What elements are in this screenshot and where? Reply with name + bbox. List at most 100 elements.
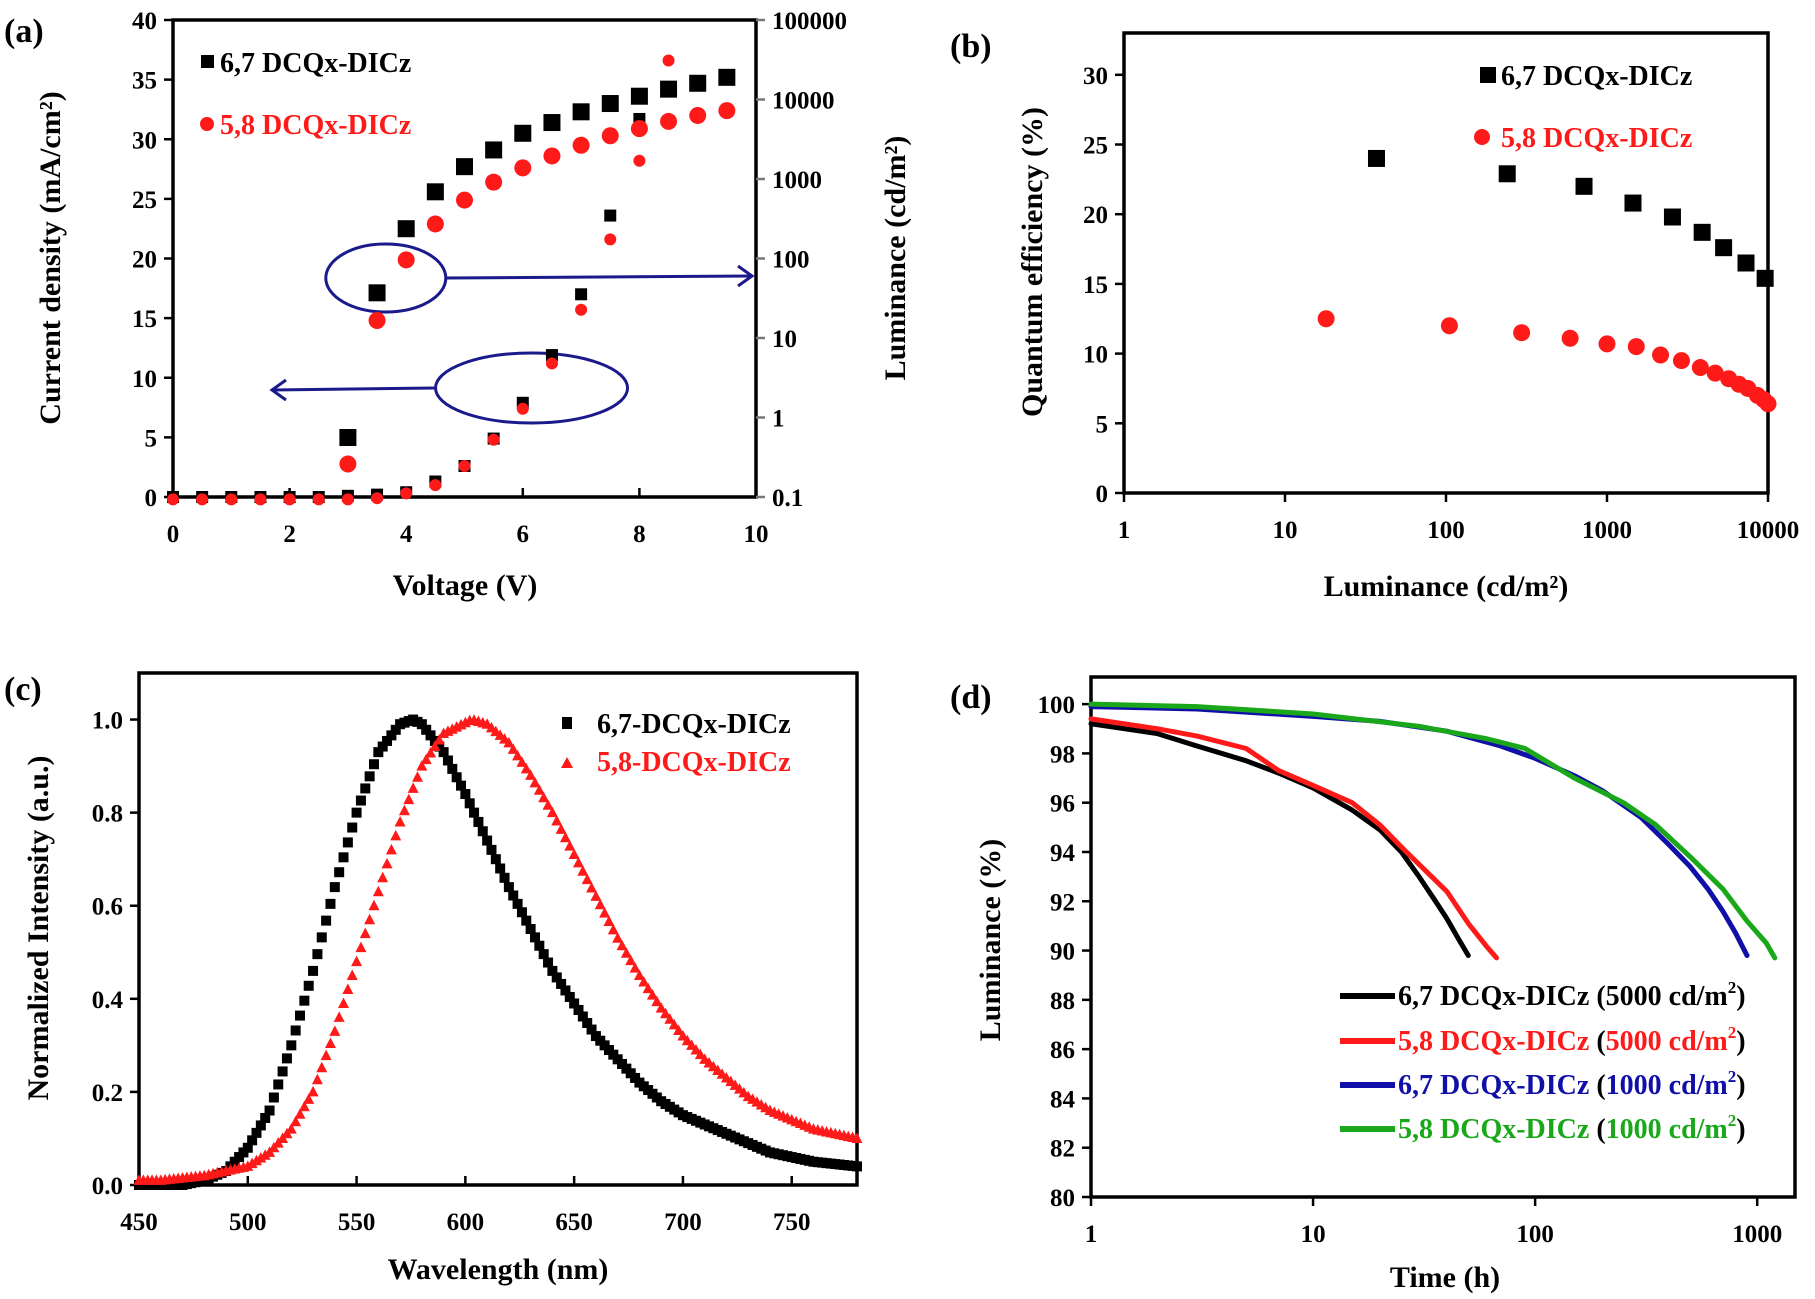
x-tick-label: 100 — [1427, 517, 1465, 544]
data-point — [355, 795, 366, 806]
data-point — [620, 947, 632, 958]
y-tick-label: 0.8 — [92, 801, 123, 828]
y-right-tick-label: 100 — [772, 247, 810, 274]
data-point — [260, 1112, 271, 1123]
panel-b-label: (b) — [950, 28, 992, 65]
legend-value: 5000 cd/m — [1606, 1026, 1728, 1057]
data-point — [420, 753, 432, 765]
data-point — [495, 863, 506, 874]
data-point — [546, 806, 558, 818]
arrow-head-right-icon — [737, 264, 755, 288]
x-tick-label: 600 — [447, 1209, 485, 1236]
panel-c-xlabel: Wavelength (nm) — [388, 1253, 609, 1286]
data-point — [1575, 177, 1593, 195]
data-point — [601, 95, 619, 113]
data-point — [283, 493, 296, 506]
data-point — [456, 780, 467, 791]
data-point — [662, 54, 675, 67]
y-tick-label: 20 — [1083, 202, 1108, 229]
data-point — [242, 1160, 254, 1171]
data-point — [308, 965, 319, 976]
data-point — [364, 913, 376, 925]
data-point — [264, 1105, 275, 1116]
data-point — [426, 183, 444, 201]
data-point — [577, 865, 589, 876]
data-point — [668, 1018, 680, 1030]
data-point — [320, 1049, 332, 1061]
data-point — [651, 995, 663, 1007]
data-point — [486, 844, 497, 855]
panel-b-ylabel: Quantum efficiency (%) — [1016, 107, 1049, 417]
panel-a-ylabel: Current density (mA/cm²) — [34, 91, 67, 424]
series-line-red — [1088, 716, 1499, 961]
data-point — [503, 882, 514, 893]
data-point — [564, 840, 576, 851]
data-point — [1498, 165, 1516, 183]
y-tick-label: 92 — [1050, 889, 1075, 916]
data-point — [629, 962, 641, 973]
legend-sup: 2 — [1728, 1023, 1737, 1042]
data-point — [346, 969, 358, 981]
data-point — [660, 112, 678, 130]
data-point — [456, 158, 473, 176]
y-tick-label: 25 — [1083, 133, 1108, 160]
panel-b-frame — [1122, 31, 1770, 495]
data-point — [543, 114, 561, 132]
data-point — [568, 848, 580, 860]
data-point — [294, 1108, 306, 1119]
legend-name: 6,7 DCQx-DICz — [1398, 1070, 1589, 1101]
legend-name: 5,8 DCQx-DICz — [1398, 1026, 1589, 1057]
data-point — [1715, 239, 1733, 257]
data-point — [246, 1157, 258, 1169]
data-point — [242, 1142, 253, 1153]
data-point — [573, 856, 585, 868]
data-point — [851, 1132, 863, 1143]
data-point — [312, 949, 323, 960]
legend-paren: ( — [1589, 1026, 1605, 1057]
data-point — [673, 1024, 685, 1035]
data-point — [426, 215, 444, 233]
data-point — [1652, 346, 1670, 364]
data-point — [312, 493, 325, 506]
legend-label-6-7: 6,7 DCQx-DICz — [220, 48, 411, 79]
data-point — [397, 251, 415, 269]
y-tick-label: 15 — [1083, 272, 1108, 299]
y-tick-label: 25 — [132, 187, 157, 214]
data-point — [642, 982, 654, 994]
y-tick-label: 88 — [1050, 988, 1075, 1015]
data-point — [259, 1149, 271, 1160]
series-line-green — [1088, 701, 1778, 961]
data-point — [250, 1154, 262, 1166]
data-point — [338, 852, 349, 863]
data-point — [299, 995, 310, 1006]
data-point — [477, 826, 488, 837]
data-point — [575, 288, 588, 301]
y-tick-label: 20 — [132, 247, 157, 274]
data-point — [359, 927, 371, 939]
data-point — [251, 1127, 262, 1138]
data-point — [560, 985, 571, 996]
y-tick-label: 0 — [1096, 481, 1109, 508]
y-right-tick-label: 1000 — [772, 167, 822, 194]
data-point — [286, 1040, 297, 1051]
data-point — [397, 220, 415, 238]
y-tick-label: 5 — [145, 425, 158, 452]
data-point — [572, 136, 590, 154]
data-point — [630, 120, 648, 138]
data-point — [1672, 352, 1690, 370]
data-point — [364, 771, 375, 782]
data-point — [573, 1004, 584, 1015]
y-tick-label: 0.0 — [92, 1173, 123, 1200]
data-point — [342, 983, 354, 995]
data-point — [196, 493, 209, 506]
data-point — [612, 932, 624, 943]
x-tick-label: 1 — [1118, 517, 1131, 544]
data-point — [1663, 208, 1681, 226]
data-point — [482, 835, 493, 846]
data-point — [372, 885, 384, 897]
data-point — [281, 1053, 292, 1064]
data-point — [351, 807, 362, 818]
data-point — [718, 68, 736, 86]
y-tick-label: 30 — [132, 127, 157, 154]
data-point — [525, 924, 536, 934]
